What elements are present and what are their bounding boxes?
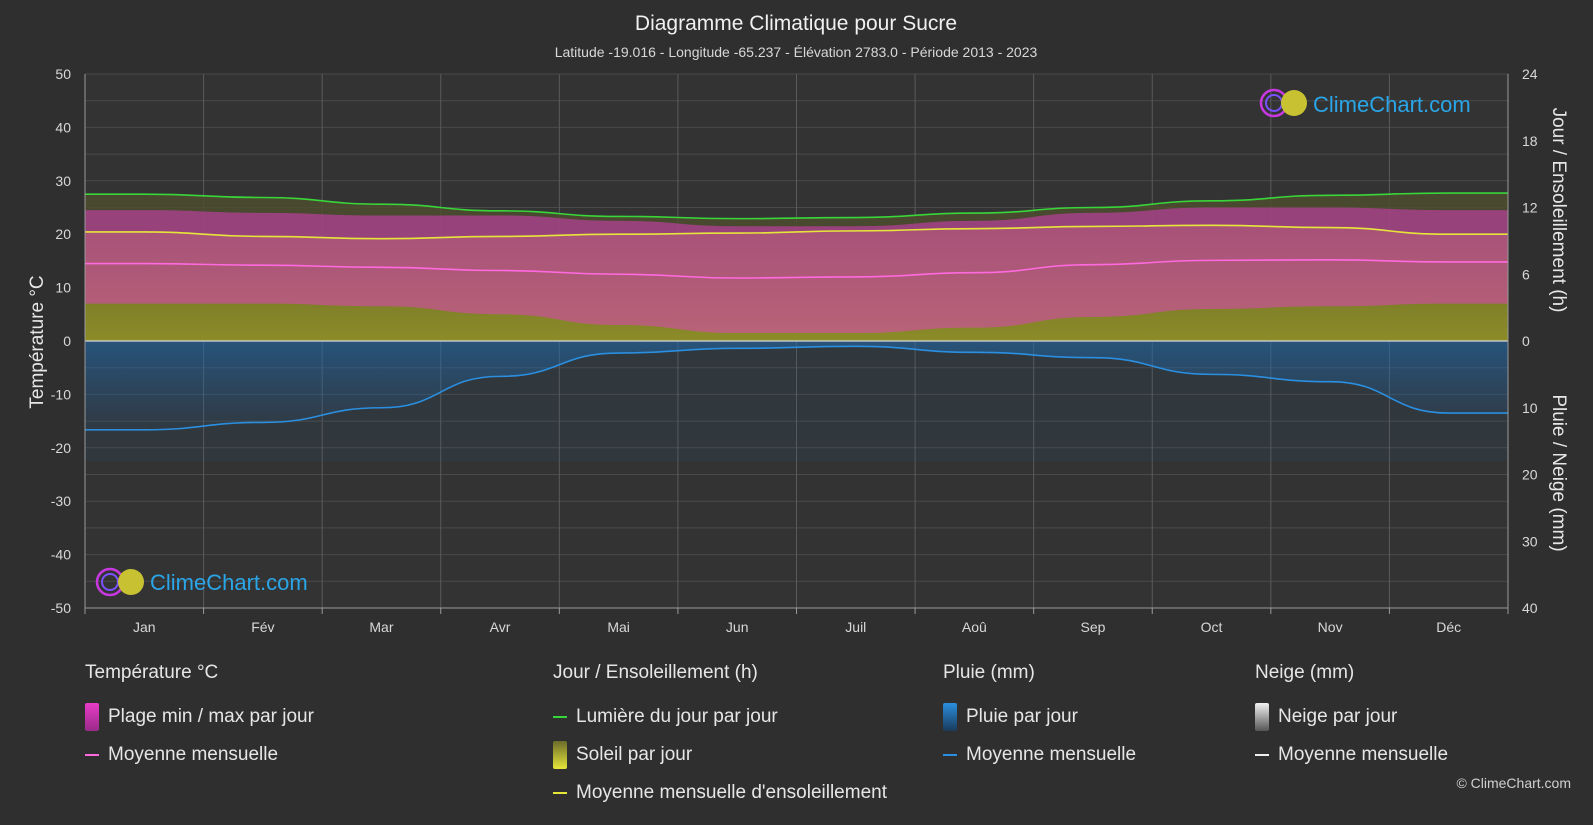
legend-item-label: Moyenne mensuelle [966,744,1137,765]
legend-item-label: Moyenne mensuelle [1278,744,1449,765]
x-tick-label: Déc [1436,619,1461,635]
y-right-bottom-tick-label: 40 [1522,600,1538,616]
legend-group-sunshine: Jour / Ensoleillement (h) Lumière du jou… [553,662,887,812]
legend-swatch [553,716,567,718]
legend-item-label: Lumière du jour par jour [576,706,778,727]
y-left-tick-label: 20 [55,226,71,242]
legend-item-label: Neige par jour [1278,706,1398,727]
x-tick-label: Oct [1201,619,1223,635]
copyright: © ClimeChart.com [1456,775,1571,791]
legend-item: Moyenne mensuelle [943,736,1136,774]
y-left-tick-label: 0 [63,333,71,349]
logo-top: ClimeChart.com [1259,88,1471,118]
legend-item-label: Soleil par jour [576,744,693,765]
legend-item-label: Pluie par jour [966,706,1078,727]
legend-swatch [943,754,957,756]
legend-swatch [553,741,567,769]
y-right-bottom-label: Pluie / Neige (mm) [1548,394,1569,551]
y-right-top-tick-label: 6 [1522,266,1530,282]
x-tick-label: Mai [607,619,630,635]
legend-swatch [943,703,957,731]
sunshine-mean-line [84,224,1508,240]
legend-swatch [1255,703,1269,731]
y-right-top-label: Jour / Ensoleillement (h) [1548,108,1569,313]
legend-group-rain: Pluie (mm) Pluie par jour Moyenne mensue… [943,662,1136,774]
legend-item-label: Moyenne mensuelle d'ensoleillement [576,782,887,803]
legend-item: Neige par jour [1255,698,1448,736]
rain-daily-haze [85,341,1508,462]
y-right-bottom-tick-label: 10 [1522,400,1538,416]
legend-item-label: Moyenne mensuelle [108,744,279,765]
x-tick-label: Nov [1318,619,1343,635]
x-tick-label: Jan [133,619,156,635]
chart-subtitle: Latitude -19.016 - Longitude -65.237 - É… [555,44,1038,60]
legend-item: Lumière du jour par jour [553,698,887,736]
y-left-tick-label: 40 [55,119,71,135]
y-left-tick-label: 50 [55,66,71,82]
temperature-range-area [85,207,1508,333]
chart-title: Diagramme Climatique pour Sucre [635,12,957,35]
y-right-top-tick-label: 24 [1522,66,1538,82]
legend-item: Moyenne mensuelle d'ensoleillement [553,774,887,812]
rain-area [85,341,1508,430]
legend-swatch [85,754,99,756]
climate-chart: 50 40 30 20 10 0 -10 -20 -30 -40 -50 24 18 12 6 0 10 20 30… [27,12,1569,635]
y-left-tick-label: -40 [51,547,71,563]
legend-title: Neige (mm) [1255,662,1355,683]
legend-item: Moyenne mensuelle [1255,736,1448,774]
logo-top-text: ClimeChart.com [1313,92,1471,117]
legend-title: Température °C [85,662,219,683]
y-left-tick-label: -50 [51,600,71,616]
y-left-tick-label: 10 [55,280,71,296]
x-tick-label: Mar [369,619,393,635]
temperature-mean-line [85,259,1508,279]
y-left-tick-label: -30 [51,493,71,509]
daylight-line [85,192,1508,220]
rain-mean-line [85,345,1508,431]
x-tick-label: Avr [490,619,511,635]
y-right-bottom-tick-label: 20 [1522,467,1538,483]
logo-bottom: ClimeChart.com [95,567,308,597]
legend-item-label: Plage min / max par jour [108,706,314,727]
legend-swatch [553,792,567,794]
y-left-tick-label: 30 [55,173,71,189]
y-right-bottom-tick-label: 30 [1522,533,1538,549]
legend-group-snow: Neige (mm) Neige par jour Moyenne mensue… [1255,662,1448,774]
x-tick-label: Fév [251,619,274,635]
legend-item: Plage min / max par jour [85,698,314,736]
y-right-top-tick-label: 12 [1522,200,1538,216]
x-tick-label: Jun [726,619,749,635]
x-tick-label: Sep [1080,619,1105,635]
y-right-top-tick-label: 18 [1522,133,1538,149]
legend-group-temperature: Température °C Plage min / max par jour … [85,662,314,774]
legend-title: Pluie (mm) [943,662,1035,683]
legend-item: Soleil par jour [553,736,887,774]
legend-swatch [85,703,99,731]
y-right-top-tick-label: 0 [1522,333,1530,349]
y-left-tick-label: -20 [51,440,71,456]
legend-item: Pluie par jour [943,698,1136,736]
legend-item: Moyenne mensuelle [85,736,314,774]
x-tick-label: Aoû [962,619,987,635]
logo-bottom-text: ClimeChart.com [150,570,308,595]
x-tick-label: Juil [845,619,866,635]
legend-swatch [1255,754,1269,756]
y-left-label: Température °C [27,275,48,408]
legend-title: Jour / Ensoleillement (h) [553,662,758,683]
y-left-tick-label: -10 [51,386,71,402]
